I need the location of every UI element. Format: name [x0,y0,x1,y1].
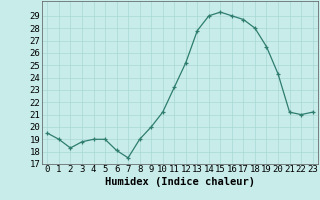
X-axis label: Humidex (Indice chaleur): Humidex (Indice chaleur) [105,177,255,187]
